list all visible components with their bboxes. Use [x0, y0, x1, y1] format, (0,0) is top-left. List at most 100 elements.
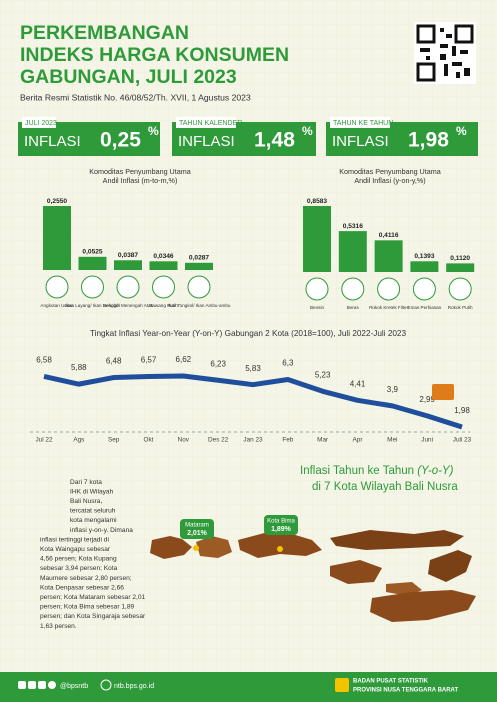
chart-title: Andil Inflasi (y-on-y,%) [354, 176, 425, 185]
bar [374, 240, 403, 272]
chart-title: Komoditas Penyumbang Utama [339, 167, 440, 176]
paragraph-line: Kota Waingapu sebesar [40, 546, 111, 553]
icon [305, 277, 329, 301]
stat-period: TAHUN KALENDER [179, 120, 242, 127]
value-label: 0,1393 [414, 253, 435, 260]
x-tick-label: Jul 22 [35, 437, 52, 444]
category-label: Ikan Tongkol/ Ikan Ambu-ambu [168, 303, 231, 308]
value-label: 5,83 [245, 364, 261, 373]
map-title-italic: (Y-o-Y) [417, 465, 453, 477]
icon [448, 277, 472, 301]
value-label: 1,98 [454, 406, 470, 415]
org-name: PROVINSI NUSA TENGGARA BARAT [353, 688, 458, 694]
callout-box [264, 515, 298, 535]
category-label: Emas Perhiasan [408, 305, 442, 310]
value-label: 0,0287 [189, 255, 210, 262]
bar [43, 206, 71, 270]
x-tick-label: Mar [317, 437, 329, 444]
website: ntb.bps.go.id [114, 683, 154, 690]
title-line: PERKEMBANGAN [20, 22, 189, 44]
paragraph-line: persen; Kota Bima sebesar 1,89 [40, 604, 135, 611]
bar [78, 256, 107, 270]
subtitle: Berita Resmi Statistik No. 46/08/52/Th. … [20, 92, 251, 102]
icon [116, 275, 140, 299]
stat-label: INFLASI [24, 133, 81, 150]
x-tick-label: Apr [353, 437, 364, 444]
chart-title: Andil Inflasi (m-to-m,%) [103, 176, 178, 185]
x-tick-label: Des 22 [208, 437, 229, 444]
icon [152, 275, 175, 299]
chart-title: Tingkat Inflasi Year-on-Year (Y-on-Y) Ga… [90, 329, 407, 338]
stat-value: 1,48 [254, 129, 295, 152]
map-title: Inflasi Tahun ke Tahun (Y-o-Y) [300, 465, 454, 477]
value-label: 6,48 [106, 357, 122, 366]
value-label: 0,0387 [118, 252, 139, 259]
x-tick-label: Juli 23 [453, 437, 472, 444]
stat-tab [176, 117, 236, 128]
value-label: 0,2550 [47, 198, 68, 205]
value-label: 0,4116 [379, 232, 399, 239]
paragraph-line: persen; Kota Mataram sebesar 2,01 [40, 594, 146, 601]
x-tick-label: Jan 23 [243, 437, 263, 444]
qr-code [414, 22, 476, 84]
icon [81, 275, 104, 299]
category-label: Angkutan Udara [40, 303, 74, 308]
paragraph-line: Dari 7 kota [70, 479, 102, 486]
bar [410, 261, 439, 272]
x-tick-label: Feb [282, 437, 293, 444]
stat-value: 1,98 [408, 129, 449, 152]
callout-city: Mataram [185, 523, 209, 529]
value-label: 0,8583 [307, 198, 328, 205]
category-label: Sekolah Menengah Atas [103, 303, 154, 308]
stat-tab [22, 117, 56, 128]
value-label: 0,0525 [82, 249, 103, 256]
value-label: 6,58 [36, 356, 52, 365]
category-label: Rokok Putih [448, 305, 473, 310]
bar [303, 206, 331, 272]
category-label: Beras [347, 305, 360, 310]
line [43, 373, 463, 430]
x-tick-label: Nov [178, 437, 190, 444]
callout-box [180, 519, 214, 539]
value-label: 5,88 [71, 363, 87, 372]
callout-value: 1,89% [271, 526, 292, 533]
icon [412, 277, 436, 301]
truck-icon [432, 384, 454, 400]
paragraph-line: Bali Nusra, [70, 498, 102, 505]
value-label: 6,3 [282, 359, 294, 368]
value-label: 0,0346 [153, 253, 174, 260]
footer [0, 672, 497, 702]
category-label: Rokok Kretek Filter [369, 305, 409, 310]
stat-label: INFLASI [178, 133, 235, 150]
value-label: 0,5316 [343, 223, 364, 230]
bar [338, 231, 367, 272]
map-title: di 7 Kota Wilayah Bali Nusra [312, 481, 458, 493]
paragraph-line: sebesar 3,94 persen; Kota [40, 565, 118, 572]
stat-tab [330, 117, 390, 128]
value-label: 6,57 [141, 356, 157, 365]
stat-period: TAHUN KE TAHUN [333, 120, 393, 127]
stat-value: 0,25 [100, 129, 141, 152]
social-icons [18, 678, 349, 692]
icon [187, 275, 211, 299]
title-line: INDEKS HARGA KONSUMEN [20, 44, 289, 66]
bar [149, 261, 178, 270]
paragraph-line: IHK di Wilayah [70, 488, 114, 495]
value-label: 4,41 [350, 379, 366, 388]
paragraph-line: inflasi tertinggi terjadi di [40, 536, 109, 543]
value-label: 6,62 [176, 355, 192, 364]
stat-period: JULI 2023 [25, 120, 57, 127]
paragraph-line: 1,63 persen. [40, 623, 77, 630]
x-tick-label: Juni [421, 437, 433, 444]
paragraph-line: Kota Denpasar sebesar 2,66 [40, 584, 124, 591]
value-label: 5,23 [315, 370, 331, 379]
value-label: 0,1120 [450, 255, 470, 262]
title-line: GABUNGAN, JULI 2023 [20, 66, 237, 88]
bar [114, 260, 142, 270]
category-label: Bawang Putih [149, 303, 178, 308]
icon [45, 275, 69, 299]
bar [446, 263, 475, 272]
bar [185, 262, 213, 270]
stat-label: INFLASI [332, 133, 389, 150]
